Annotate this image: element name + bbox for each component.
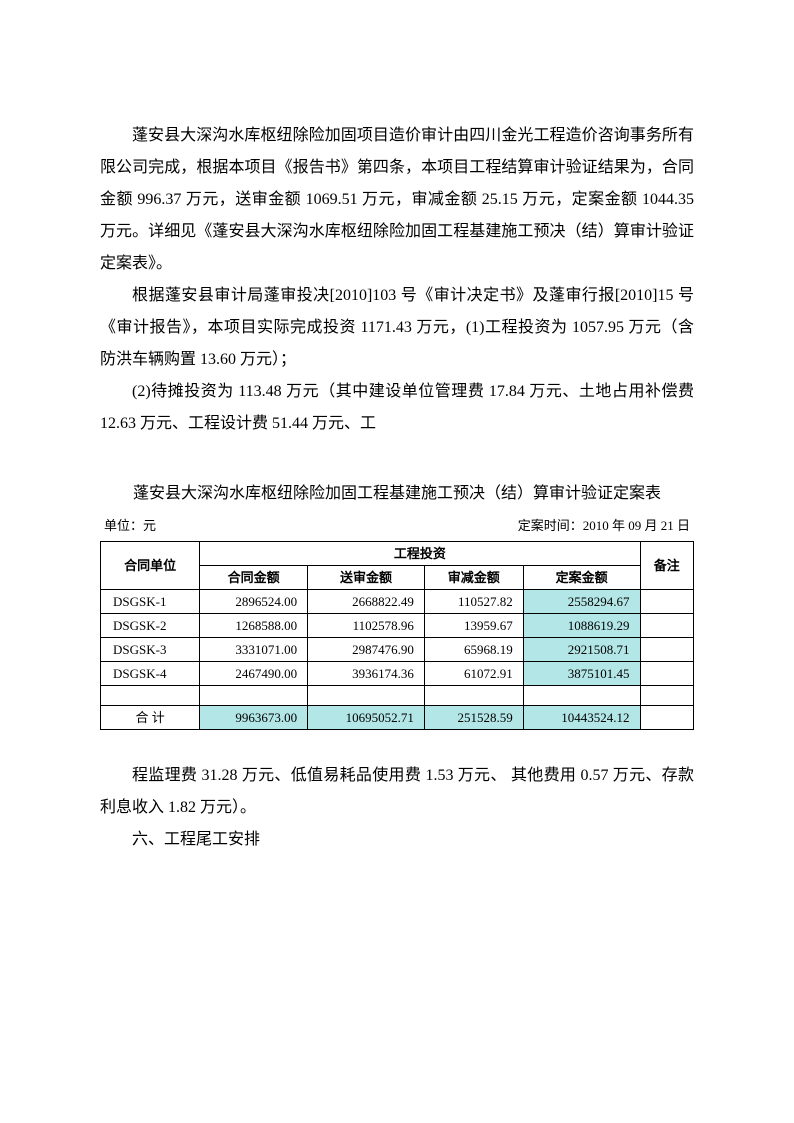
cell-contract: 2896524.00 [200, 589, 308, 613]
cell-reduced: 110527.82 [424, 589, 523, 613]
cell-contract: 2467490.00 [200, 661, 308, 685]
cell-unit: DSGSK-1 [101, 589, 200, 613]
cell-remark [640, 589, 693, 613]
header-unit: 合同单位 [101, 541, 200, 589]
cell-total-remark [640, 705, 693, 729]
paragraph-1: 蓬安县大深沟水库枢纽除险加固项目造价审计由四川金光工程造价咨询事务所有限公司完成… [100, 120, 694, 280]
cell-contract: 3331071.00 [200, 637, 308, 661]
table-total-row: 合 计 9963673.00 10695052.71 251528.59 104… [101, 705, 694, 729]
cell-unit: DSGSK-2 [101, 613, 200, 637]
cell-total-reduced: 251528.59 [424, 705, 523, 729]
cell-unit: DSGSK-4 [101, 661, 200, 685]
table-row: DSGSK-4 2467490.00 3936174.36 61072.91 3… [101, 661, 694, 685]
cell-submitted: 3936174.36 [308, 661, 425, 685]
paragraph-2: 根据蓬安县审计局蓬审投决[2010]103 号《审计决定书》及蓬审行报[2010… [100, 280, 694, 376]
paragraph-4: 程监理费 31.28 万元、低值易耗品使用费 1.53 万元、 其他费用 0.5… [100, 760, 694, 824]
cell-reduced: 65968.19 [424, 637, 523, 661]
cell-remark [640, 637, 693, 661]
table-meta: 单位：元 定案时间：2010 年 09 月 21 日 [100, 513, 694, 539]
cell-total-label: 合 计 [101, 705, 200, 729]
cell-remark [640, 661, 693, 685]
cell-final: 3875101.45 [523, 661, 640, 685]
audit-table: 合同单位 工程投资 备注 合同金额 送审金额 审减金额 定案金额 DSGSK-1… [100, 541, 694, 730]
table-row: DSGSK-1 2896524.00 2668822.49 110527.82 … [101, 589, 694, 613]
header-row-1: 合同单位 工程投资 备注 [101, 541, 694, 565]
unit-label: 单位：元 [104, 513, 156, 539]
header-investment: 工程投资 [200, 541, 640, 565]
cell-reduced: 13959.67 [424, 613, 523, 637]
cell-total-submitted: 10695052.71 [308, 705, 425, 729]
cell-total-final: 10443524.12 [523, 705, 640, 729]
table-row: DSGSK-3 3331071.00 2987476.90 65968.19 2… [101, 637, 694, 661]
cell-contract: 1268588.00 [200, 613, 308, 637]
cell-submitted: 2668822.49 [308, 589, 425, 613]
table-row: DSGSK-2 1268588.00 1102578.96 13959.67 1… [101, 613, 694, 637]
header-final: 定案金额 [523, 565, 640, 589]
date-label: 定案时间：2010 年 09 月 21 日 [518, 513, 690, 539]
table-empty-row [101, 685, 694, 705]
cell-final: 1088619.29 [523, 613, 640, 637]
cell-final: 2921508.71 [523, 637, 640, 661]
cell-final: 2558294.67 [523, 589, 640, 613]
cell-remark [640, 613, 693, 637]
cell-submitted: 1102578.96 [308, 613, 425, 637]
cell-reduced: 61072.91 [424, 661, 523, 685]
header-reduced: 审减金额 [424, 565, 523, 589]
cell-unit: DSGSK-3 [101, 637, 200, 661]
header-contract: 合同金额 [200, 565, 308, 589]
header-remark: 备注 [640, 541, 693, 589]
paragraph-3: (2)待摊投资为 113.48 万元（其中建设单位管理费 17.84 万元、土地… [100, 376, 694, 440]
table-title: 蓬安县大深沟水库枢纽除险加固工程基建施工预决（结）算审计验证定案表 [100, 480, 694, 509]
paragraph-5: 六、工程尾工安排 [100, 824, 694, 856]
header-submitted: 送审金额 [308, 565, 425, 589]
cell-submitted: 2987476.90 [308, 637, 425, 661]
cell-total-contract: 9963673.00 [200, 705, 308, 729]
